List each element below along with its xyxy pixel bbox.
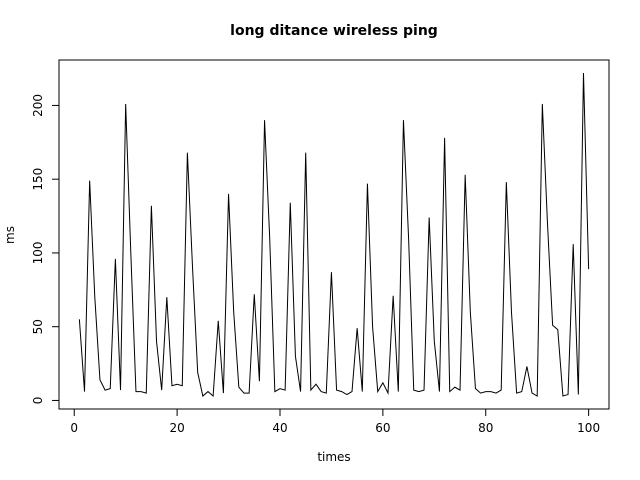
y-tick-label: 150 xyxy=(31,168,45,191)
x-tick-label: 40 xyxy=(272,421,287,435)
chart-title: long ditance wireless ping xyxy=(230,23,438,39)
line-series xyxy=(78,72,590,398)
y-tick-label: 100 xyxy=(31,241,45,264)
plot-frame xyxy=(58,59,610,410)
y-axis-title: ms xyxy=(3,226,17,244)
x-tick-label: 80 xyxy=(478,421,493,435)
x-tick-label: 20 xyxy=(169,421,184,435)
y-tick-label: 200 xyxy=(31,94,45,117)
y-tick-label: 0 xyxy=(31,397,45,405)
x-tick-label: 0 xyxy=(70,421,78,435)
x-tick-label: 60 xyxy=(375,421,390,435)
x-tick-label: 100 xyxy=(577,421,600,435)
y-tick-label: 50 xyxy=(31,319,45,334)
x-axis-title: times xyxy=(317,450,350,464)
